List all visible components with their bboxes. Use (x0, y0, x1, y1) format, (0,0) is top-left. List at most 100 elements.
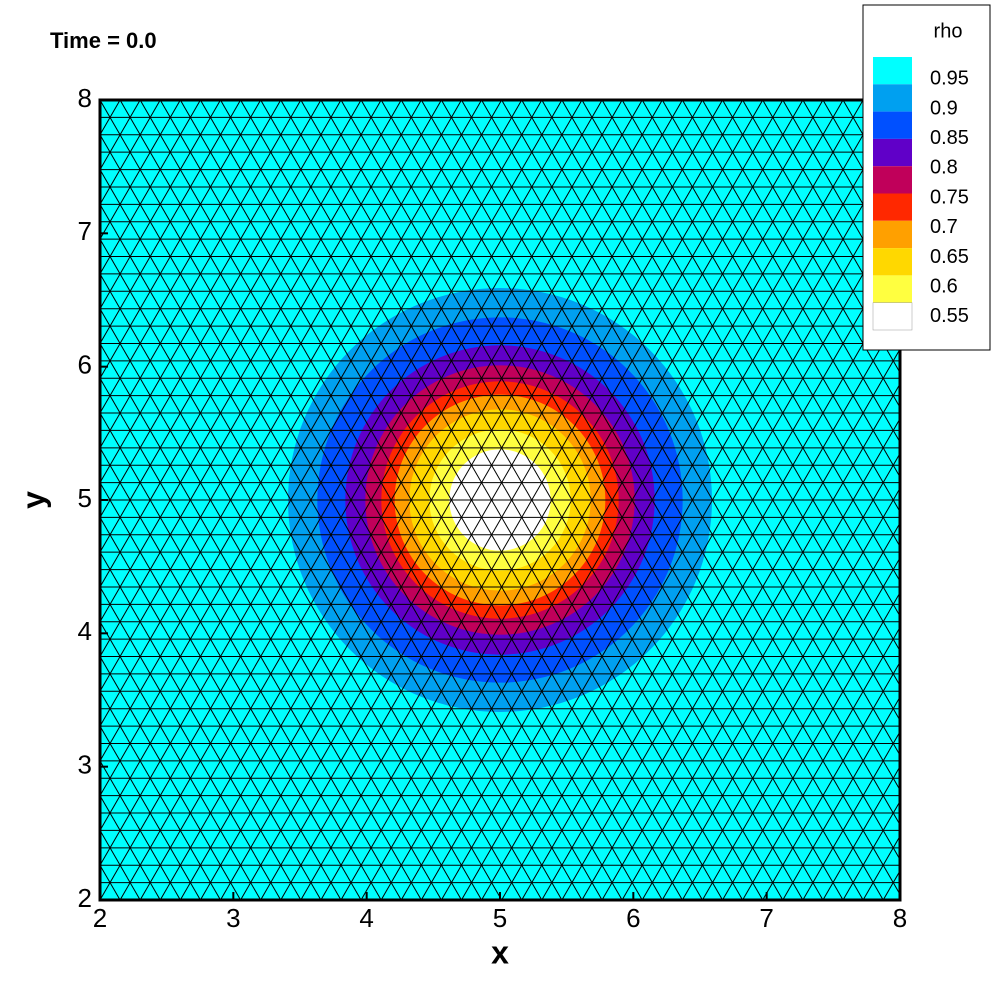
legend-label: 0.55 (930, 305, 969, 327)
mesh-line (100, 100, 302, 449)
x-tick-label: 5 (493, 903, 507, 933)
y-tick-label: 7 (78, 216, 92, 246)
axes: 2 3 4 5 6 7 8 2 3 4 5 6 7 8 (78, 83, 908, 933)
mesh-line (681, 522, 900, 900)
mesh-line (581, 348, 900, 900)
mesh-line (400, 100, 864, 900)
mesh-line (100, 620, 262, 900)
mesh-line (199, 100, 663, 900)
mesh-line (742, 100, 900, 374)
legend-swatch (873, 248, 912, 276)
mesh-line (100, 100, 402, 623)
mesh-line (100, 100, 242, 345)
mesh-line (440, 104, 900, 900)
mesh-line (762, 661, 900, 900)
mesh-line (100, 551, 302, 900)
mesh-line (179, 100, 643, 900)
mesh-line (100, 100, 382, 588)
mesh-line (159, 100, 623, 900)
y-tick-label: 8 (78, 83, 92, 113)
y-tick-label: 2 (78, 883, 92, 913)
x-tick-label: 2 (93, 903, 107, 933)
mesh-line (100, 690, 221, 900)
legend-swatch (873, 220, 912, 249)
legend-label: 0.75 (930, 186, 969, 208)
x-tick-label: 7 (759, 903, 773, 933)
mesh-line (100, 100, 442, 693)
legend-label: 0.85 (930, 127, 969, 149)
legend: 0.95 0.9 0.85 0.8 0.75 0.7 0.65 0.6 0.55 (872, 57, 969, 331)
mesh-line (100, 100, 462, 728)
legend-swatch (873, 57, 912, 85)
mesh-line (280, 100, 744, 900)
mesh-line (340, 100, 804, 900)
mesh-line (380, 100, 844, 900)
mesh-line (100, 585, 282, 900)
mesh-line (100, 100, 543, 867)
mesh-line (100, 100, 362, 554)
mesh-line (621, 417, 900, 900)
legend-swatch (873, 166, 912, 194)
mesh-line (139, 100, 603, 900)
y-tick-label: 5 (78, 483, 92, 513)
mesh-line (100, 100, 422, 658)
mesh-line (541, 278, 900, 900)
x-tick-label: 8 (893, 903, 907, 933)
x-axis-label: x (491, 934, 509, 970)
mesh-line (300, 100, 764, 900)
mesh (100, 100, 900, 900)
mesh-line (601, 382, 900, 900)
x-tick-label: 3 (226, 903, 240, 933)
x-tick-label: 6 (626, 903, 640, 933)
mesh-line (661, 487, 900, 900)
mesh-line (100, 516, 322, 900)
mesh-line (119, 100, 583, 900)
legend-title: rho (934, 20, 963, 42)
mesh-line (100, 100, 262, 380)
mesh-line (420, 100, 884, 900)
mesh-line (782, 695, 900, 900)
mesh-line (100, 100, 282, 415)
mesh-line (100, 725, 201, 900)
mesh-line (461, 139, 900, 900)
mesh-line (722, 100, 900, 409)
mesh-line (100, 100, 482, 762)
legend-label: 0.7 (930, 216, 958, 238)
legend-swatch (873, 111, 912, 139)
legend-swatch (873, 138, 912, 167)
mesh-line (100, 100, 503, 797)
chart-title: Time = 0.0 (50, 28, 157, 53)
mesh-line (702, 100, 900, 444)
mesh-line (220, 100, 683, 900)
legend-label: 0.9 (930, 97, 958, 119)
mesh-line (360, 100, 824, 900)
mesh-line (802, 730, 900, 900)
legend-swatch (873, 84, 912, 112)
mesh-line (100, 100, 523, 832)
legend-swatch (872, 302, 913, 331)
plot-area (100, 100, 900, 900)
legend-swatch (873, 275, 912, 303)
y-tick-label: 6 (78, 350, 92, 380)
legend-label: 0.95 (930, 68, 969, 90)
mesh-line (100, 100, 322, 484)
legend-label: 0.8 (930, 157, 958, 179)
mesh-line (100, 100, 221, 310)
mesh-line (521, 243, 900, 900)
legend-label: 0.65 (930, 246, 969, 268)
mesh-line (320, 100, 784, 900)
mesh-line (762, 100, 900, 339)
mesh-line (240, 100, 703, 900)
mesh-line (681, 100, 900, 478)
mesh-line (100, 655, 242, 900)
mesh-line (722, 591, 900, 900)
mesh-line (742, 626, 900, 900)
mesh-line (641, 452, 900, 900)
mesh-line (100, 100, 342, 519)
legend-swatch (873, 193, 912, 221)
mesh-line (100, 100, 563, 900)
y-axis-label: y (15, 491, 51, 509)
mesh-line (561, 313, 900, 900)
y-tick-label: 4 (78, 616, 92, 646)
legend-label: 0.6 (930, 275, 958, 297)
